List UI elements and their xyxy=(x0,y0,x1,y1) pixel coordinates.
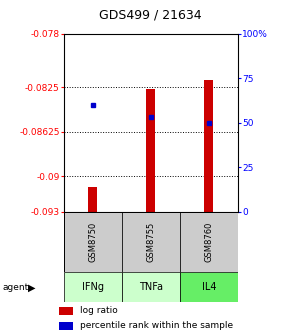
Bar xyxy=(64,212,122,272)
Text: IFNg: IFNg xyxy=(82,282,104,292)
Text: ▶: ▶ xyxy=(28,282,35,292)
Bar xyxy=(204,81,213,212)
Bar xyxy=(122,272,180,302)
Text: TNFa: TNFa xyxy=(139,282,163,292)
Bar xyxy=(64,272,122,302)
Text: percentile rank within the sample: percentile rank within the sample xyxy=(80,321,233,330)
Bar xyxy=(180,212,238,272)
Bar xyxy=(59,307,73,315)
Text: agent: agent xyxy=(3,283,29,292)
Text: GSM8750: GSM8750 xyxy=(88,222,97,262)
Bar xyxy=(146,89,155,212)
Text: log ratio: log ratio xyxy=(80,306,118,316)
Bar xyxy=(88,187,97,212)
Bar xyxy=(122,212,180,272)
Text: IL4: IL4 xyxy=(202,282,216,292)
Text: GSM8760: GSM8760 xyxy=(204,222,213,262)
Text: GDS499 / 21634: GDS499 / 21634 xyxy=(99,9,202,22)
Bar xyxy=(180,272,238,302)
Text: GSM8755: GSM8755 xyxy=(146,222,155,262)
Bar xyxy=(59,322,73,330)
